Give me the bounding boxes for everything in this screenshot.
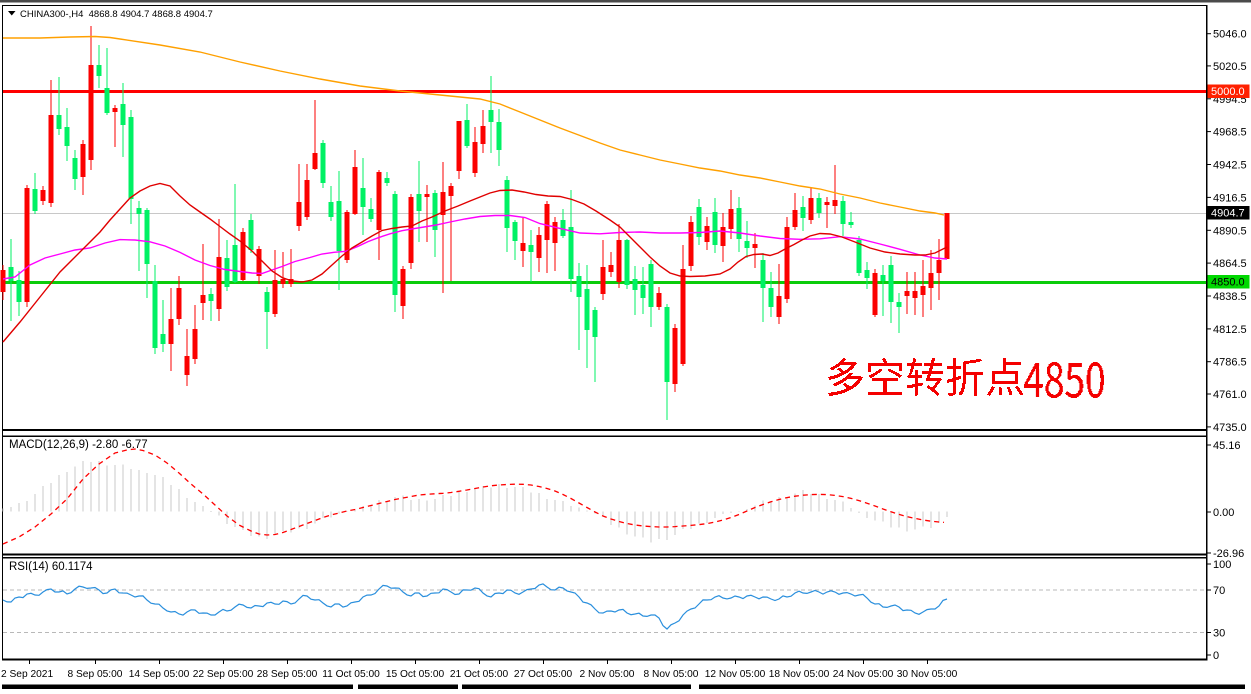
svg-text:14 Sep 05:00: 14 Sep 05:00 [129,669,190,680]
svg-text:4735.0: 4735.0 [1213,422,1247,434]
svg-text:4761.0: 4761.0 [1213,389,1247,401]
svg-text:2 Nov 05:00: 2 Nov 05:00 [580,669,635,680]
svg-text:8 Sep 05:00: 8 Sep 05:00 [68,669,123,680]
svg-text:4812.5: 4812.5 [1213,324,1247,336]
svg-text:4850.0: 4850.0 [1211,277,1245,289]
svg-text:28 Sep 05:00: 28 Sep 05:00 [257,669,318,680]
svg-text:CHINA300-,H4 4868.8 4904.7 48: CHINA300-,H4 4868.8 4904.7 4868.8 4904.7 [20,9,213,20]
svg-text:100: 100 [1213,559,1231,571]
svg-text:30 Nov 05:00: 30 Nov 05:00 [897,669,958,680]
svg-text:45.16: 45.16 [1213,440,1241,452]
svg-text:4838.5: 4838.5 [1213,291,1247,303]
svg-text:4916.5: 4916.5 [1213,192,1247,204]
svg-text:11 Oct 05:00: 11 Oct 05:00 [322,669,380,680]
svg-text:MACD(12,26,9) -2.80 -6.77: MACD(12,26,9) -2.80 -6.77 [9,439,148,451]
svg-text:18 Nov 05:00: 18 Nov 05:00 [769,669,830,680]
svg-text:4864.5: 4864.5 [1213,258,1247,270]
svg-text:12 Nov 05:00: 12 Nov 05:00 [705,669,766,680]
svg-text:4786.5: 4786.5 [1213,357,1247,369]
svg-text:4904.7: 4904.7 [1211,208,1245,220]
svg-text:24 Nov 05:00: 24 Nov 05:00 [833,669,894,680]
svg-text:2 Sep 2021: 2 Sep 2021 [1,669,53,680]
svg-text:15 Oct 05:00: 15 Oct 05:00 [386,669,445,680]
svg-text:21 Oct 05:00: 21 Oct 05:00 [450,669,509,680]
svg-text:22 Sep 05:00: 22 Sep 05:00 [193,669,254,680]
svg-text:70: 70 [1213,585,1225,597]
svg-text:27 Oct 05:00: 27 Oct 05:00 [514,669,573,680]
svg-text:4942.5: 4942.5 [1213,160,1247,172]
svg-text:5000.0: 5000.0 [1211,86,1245,98]
svg-text:RSI(14) 60.1174: RSI(14) 60.1174 [9,561,93,573]
svg-text:5046.0: 5046.0 [1213,29,1247,41]
svg-text:0.00: 0.00 [1213,507,1234,519]
svg-text:4968.5: 4968.5 [1213,127,1247,139]
svg-text:5020.5: 5020.5 [1213,61,1247,73]
svg-text:30: 30 [1213,628,1225,640]
svg-text:-26.96: -26.96 [1213,548,1244,560]
svg-text:0: 0 [1213,650,1219,662]
svg-text:4890.5: 4890.5 [1213,225,1247,237]
svg-text:8 Nov 05:00: 8 Nov 05:00 [644,669,699,680]
